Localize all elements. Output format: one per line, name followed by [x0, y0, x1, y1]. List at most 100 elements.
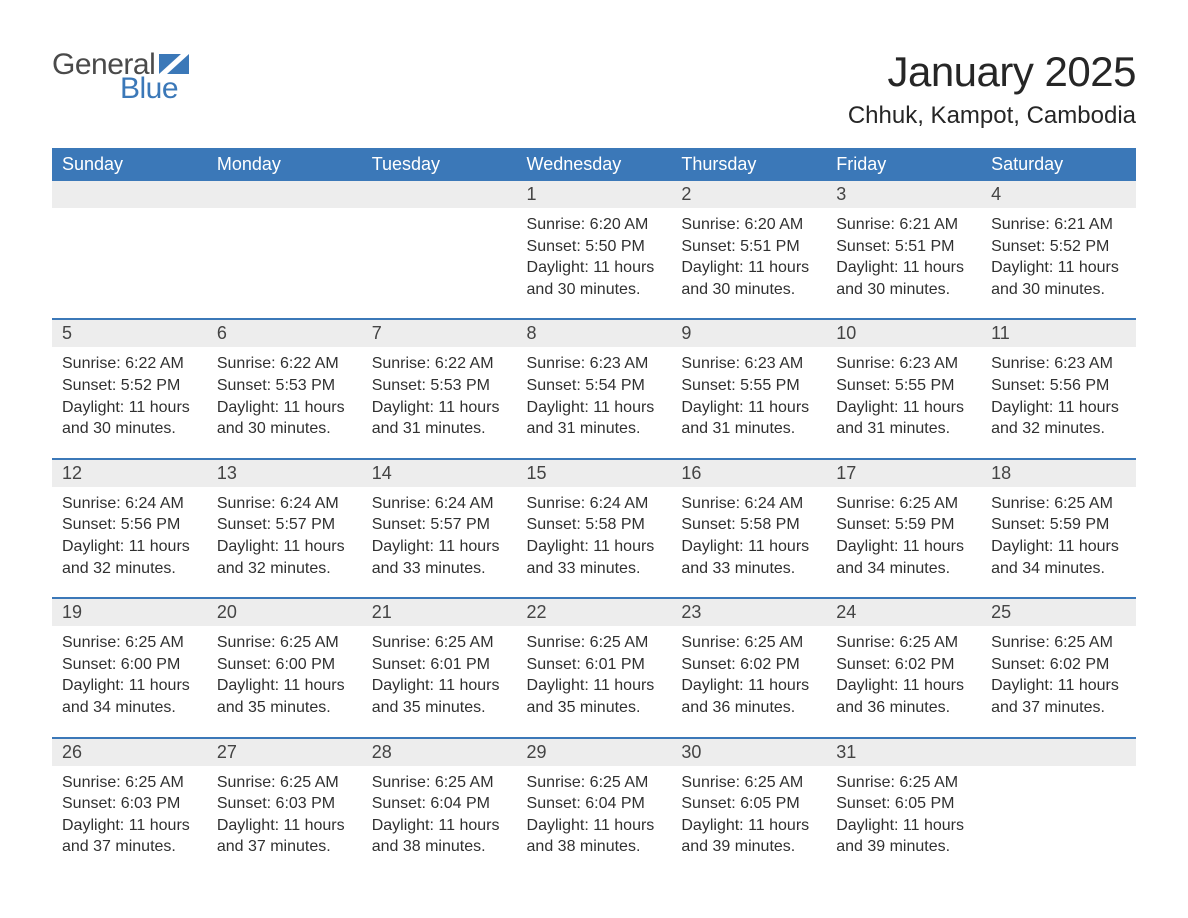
day-content-cell: Sunrise: 6:22 AMSunset: 5:53 PMDaylight:…: [207, 347, 362, 458]
day-content-row: Sunrise: 6:22 AM Sunset: 5:52 PM Daylight:…: [52, 347, 1136, 458]
daylight-line: Daylight: 11 hours and 31 minutes.: [836, 397, 971, 440]
daylight-line: Daylight: 11 hours and 30 minutes.: [681, 257, 816, 300]
day-number-row: 567891011: [52, 319, 1136, 347]
day-number-cell: 25: [981, 598, 1136, 626]
day-content-cell: Sunrise: 6:20 AMSunset: 5:50 PMDaylight:…: [517, 208, 672, 319]
sunrise-line: Sunrise: 6:25 AM: [217, 632, 352, 654]
daylight-line: Daylight: 11 hours and 35 minutes.: [217, 675, 352, 718]
day-content-cell: Sunrise: 6:25 AMSunset: 6:05 PMDaylight:…: [671, 766, 826, 876]
sunset-line: Sunset: 6:05 PM: [681, 793, 816, 815]
day-number-cell: 13: [207, 459, 362, 487]
day-number-cell: 3: [826, 181, 981, 208]
day-number-row: 1234: [52, 181, 1136, 208]
sunrise-line: Sunrise: 6:23 AM: [991, 353, 1126, 375]
day-content-cell: Sunrise: 6:25 AMSunset: 6:02 PMDaylight:…: [671, 626, 826, 737]
sunset-line: Sunset: 6:02 PM: [991, 654, 1126, 676]
calendar-page: General Blue January 2025 Chhuk, Kampot,…: [0, 0, 1188, 916]
day-number-cell: [52, 181, 207, 208]
daylight-line: Daylight: 11 hours and 37 minutes.: [62, 815, 197, 858]
sunset-line: Sunset: 5:57 PM: [217, 514, 352, 536]
day-content-cell: Sunrise: 6:24 AMSunset: 5:57 PMDaylight:…: [362, 487, 517, 598]
sunrise-line: Sunrise: 6:24 AM: [527, 493, 662, 515]
day-number-cell: 9: [671, 319, 826, 347]
day-number-row: 262728293031: [52, 738, 1136, 766]
daylight-line: Daylight: 11 hours and 39 minutes.: [836, 815, 971, 858]
sunset-line: Sunset: 6:00 PM: [62, 654, 197, 676]
sunrise-line: Sunrise: 6:24 AM: [372, 493, 507, 515]
day-content-cell: Sunrise: 6:24 AMSunset: 5:56 PMDaylight:…: [52, 487, 207, 598]
day-number-cell: 6: [207, 319, 362, 347]
day-number-cell: 30: [671, 738, 826, 766]
sunrise-line: Sunrise: 6:25 AM: [681, 772, 816, 794]
day-content-cell: Sunrise: 6:21 AMSunset: 5:52 PMDaylight:…: [981, 208, 1136, 319]
day-content-cell: Sunrise: 6:25 AMSunset: 6:03 PMDaylight:…: [52, 766, 207, 876]
title-block: January 2025 Chhuk, Kampot, Cambodia: [848, 48, 1136, 130]
sunrise-line: Sunrise: 6:25 AM: [62, 772, 197, 794]
day-content-cell: Sunrise: 6:24 AMSunset: 5:57 PMDaylight:…: [207, 487, 362, 598]
sunrise-line: Sunrise: 6:23 AM: [836, 353, 971, 375]
daylight-line: Daylight: 11 hours and 30 minutes.: [217, 397, 352, 440]
sunrise-line: Sunrise: 6:22 AM: [217, 353, 352, 375]
sunset-line: Sunset: 5:56 PM: [62, 514, 197, 536]
sunset-line: Sunset: 5:58 PM: [681, 514, 816, 536]
day-content-cell: [207, 208, 362, 319]
logo-text-blue: Blue: [120, 72, 178, 106]
weekday-header: Tuesday: [362, 148, 517, 181]
day-number-cell: 17: [826, 459, 981, 487]
day-content-cell: Sunrise: 6:25 AMSunset: 5:59 PMDaylight:…: [981, 487, 1136, 598]
sunrise-line: Sunrise: 6:24 AM: [217, 493, 352, 515]
day-content-cell: Sunrise: 6:25 AMSunset: 6:00 PMDaylight:…: [207, 626, 362, 737]
day-number-cell: 15: [517, 459, 672, 487]
sunrise-line: Sunrise: 6:25 AM: [217, 772, 352, 794]
day-number-row: 19202122232425: [52, 598, 1136, 626]
daylight-line: Daylight: 11 hours and 36 minutes.: [681, 675, 816, 718]
day-number-cell: 29: [517, 738, 672, 766]
day-content-cell: Sunrise: 6:22 AMSunset: 5:52 PMDaylight:…: [52, 347, 207, 458]
day-number-cell: 31: [826, 738, 981, 766]
daylight-line: Daylight: 11 hours and 31 minutes.: [527, 397, 662, 440]
flag-icon: [159, 54, 189, 74]
month-title: January 2025: [848, 48, 1136, 96]
sunrise-line: Sunrise: 6:25 AM: [836, 632, 971, 654]
daylight-line: Daylight: 11 hours and 38 minutes.: [527, 815, 662, 858]
day-number-cell: 26: [52, 738, 207, 766]
day-content-row: Sunrise: 6:25 AMSunset: 6:00 PMDaylight:…: [52, 626, 1136, 737]
daylight-line: Daylight: 11 hours and 38 minutes.: [372, 815, 507, 858]
daylight-line: Daylight: 11 hours and 37 minutes.: [991, 675, 1126, 718]
day-number-cell: [981, 738, 1136, 766]
daylight-line: Daylight: 11 hours and 32 minutes.: [62, 536, 197, 579]
sunset-line: Sunset: 6:00 PM: [217, 654, 352, 676]
daylight-line: Daylight: 11 hours and 34 minutes.: [991, 536, 1126, 579]
sunset-line: Sunset: 5:51 PM: [836, 236, 971, 258]
day-content-cell: Sunrise: 6:25 AMSunset: 6:02 PMDaylight:…: [826, 626, 981, 737]
day-number-cell: 10: [826, 319, 981, 347]
day-content-cell: Sunrise: 6:25 AMSunset: 6:04 PMDaylight:…: [362, 766, 517, 876]
sunrise-line: Sunrise: 6:21 AM: [991, 214, 1126, 236]
daylight-line: Daylight: 11 hours and 32 minutes.: [217, 536, 352, 579]
day-content-cell: Sunrise: 6:25 AMSunset: 6:05 PMDaylight:…: [826, 766, 981, 876]
sunrise-line: Sunrise: 6:25 AM: [527, 632, 662, 654]
day-content-cell: Sunrise: 6:25 AMSunset: 6:01 PMDaylight:…: [362, 626, 517, 737]
day-content-row: Sunrise: 6:25 AMSunset: 6:03 PMDaylight:…: [52, 766, 1136, 876]
location: Chhuk, Kampot, Cambodia: [848, 102, 1136, 130]
sunrise-line: Sunrise: 6:23 AM: [681, 353, 816, 375]
weekday-header: Sunday: [52, 148, 207, 181]
sunset-line: Sunset: 5:50 PM: [527, 236, 662, 258]
weekday-header-row: SundayMondayTuesdayWednesdayThursdayFrid…: [52, 148, 1136, 181]
sunset-line: Sunset: 5:59 PM: [836, 514, 971, 536]
day-content-cell: Sunrise: 6:22 AMSunset: 5:53 PMDaylight:…: [362, 347, 517, 458]
sunset-line: Sunset: 5:52 PM: [62, 375, 197, 397]
sunrise-line: Sunrise: 6:25 AM: [836, 493, 971, 515]
daylight-line: Daylight: 11 hours and 35 minutes.: [372, 675, 507, 718]
sunset-line: Sunset: 5:53 PM: [372, 375, 507, 397]
sunrise-line: Sunrise: 6:25 AM: [372, 772, 507, 794]
daylight-line: Daylight: 11 hours and 33 minutes.: [372, 536, 507, 579]
day-number-cell: 18: [981, 459, 1136, 487]
day-content-cell: Sunrise: 6:24 AMSunset: 5:58 PMDaylight:…: [517, 487, 672, 598]
sunrise-line: Sunrise: 6:24 AM: [681, 493, 816, 515]
day-number-row: 12131415161718: [52, 459, 1136, 487]
day-number-cell: 28: [362, 738, 517, 766]
day-content-cell: [52, 208, 207, 319]
daylight-line: Daylight: 11 hours and 34 minutes.: [62, 675, 197, 718]
day-number-cell: 5: [52, 319, 207, 347]
